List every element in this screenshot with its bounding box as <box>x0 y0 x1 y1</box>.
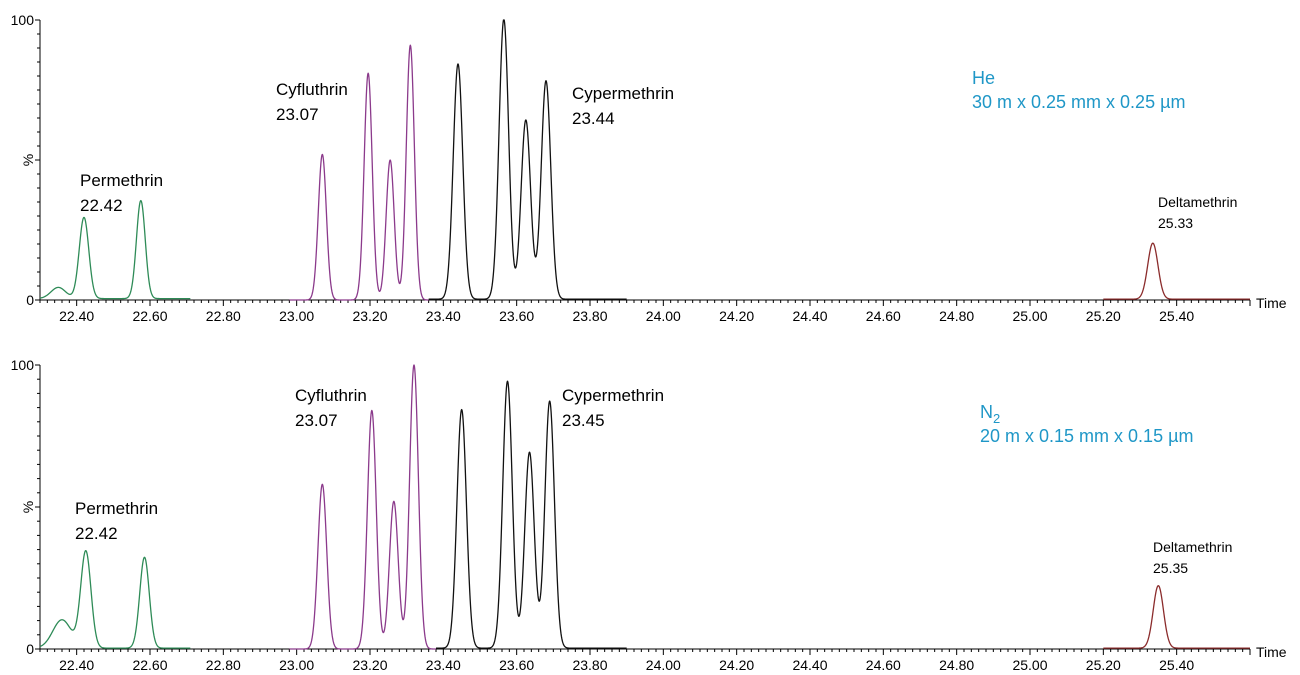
trace-cypermethrin <box>435 380 627 649</box>
x-tick-label: 25.00 <box>1012 657 1047 673</box>
x-tick-label: 24.00 <box>646 308 681 324</box>
x-axis-label: Time <box>1256 295 1287 311</box>
peak-rt-permethrin: 22.42 <box>80 196 123 215</box>
y-tick-label: 100 <box>11 12 35 28</box>
x-tick-label: 24.60 <box>866 657 901 673</box>
y-tick-label: 0 <box>26 292 34 308</box>
peak-label-deltamethrin: Deltamethrin <box>1153 539 1232 555</box>
chromatogram-panel-n2: 22.40 22.60 22.80 23.00 23.20 23.40 23.60 23.80… <box>11 357 1287 673</box>
peak-label-cyfluthrin: Cyfluthrin <box>276 80 348 99</box>
x-tick-label: 23.00 <box>279 308 314 324</box>
x-tick-label: 24.20 <box>719 308 754 324</box>
carrier-gas-subscript: 2 <box>993 411 1000 426</box>
x-tick-label: 23.40 <box>426 308 461 324</box>
peak-rt-cyfluthrin: 23.07 <box>276 105 319 124</box>
carrier-gas-name: N <box>980 402 993 422</box>
x-tick-label: 24.20 <box>719 657 754 673</box>
x-tick-label: 25.00 <box>1012 308 1047 324</box>
x-tick-label: 22.40 <box>59 308 94 324</box>
y-tick-label: 100 <box>11 357 35 373</box>
x-tick-label: 24.00 <box>646 657 681 673</box>
peak-label-deltamethrin: Deltamethrin <box>1158 194 1237 210</box>
peak-rt-cypermethrin: 23.44 <box>572 109 615 128</box>
x-tick-label: 24.40 <box>792 308 827 324</box>
trace-cyfluthrin <box>289 44 429 301</box>
x-tick-label: 23.20 <box>352 308 387 324</box>
carrier-gas-label: He <box>972 68 995 88</box>
carrier-gas-label: N2 <box>980 402 1000 426</box>
x-tick-label: 23.60 <box>499 657 534 673</box>
x-tick-label: 22.80 <box>206 657 241 673</box>
peak-rt-cyfluthrin: 23.07 <box>295 411 338 430</box>
x-tick-label: 23.00 <box>279 657 314 673</box>
peak-label-permethrin: Permethrin <box>75 499 158 518</box>
trace-permethrin <box>39 549 191 649</box>
peak-rt-deltamethrin: 25.33 <box>1158 215 1193 231</box>
column-dimensions-label: 20 m x 0.15 mm x 0.15 µm <box>980 426 1193 446</box>
carrier-gas-name: He <box>972 68 995 88</box>
peak-label-permethrin: Permethrin <box>80 171 163 190</box>
trace-deltamethrin <box>1103 242 1251 300</box>
trace-cypermethrin <box>428 19 627 300</box>
column-dimensions-label: 30 m x 0.25 mm x 0.25 µm <box>972 92 1185 112</box>
y-axis-label: % <box>20 501 36 513</box>
peak-rt-permethrin: 22.42 <box>75 524 118 543</box>
x-tick-label: 25.20 <box>1086 657 1121 673</box>
x-tick-label: 23.20 <box>352 657 387 673</box>
peak-rt-cypermethrin: 23.45 <box>562 411 605 430</box>
x-tick-label: 24.80 <box>939 308 974 324</box>
x-tick-label: 23.80 <box>572 657 607 673</box>
trace-cyfluthrin <box>289 364 437 650</box>
trace-deltamethrin <box>1103 585 1251 649</box>
y-tick-label: 0 <box>26 641 34 657</box>
x-tick-label: 23.40 <box>426 657 461 673</box>
x-tick-label: 25.40 <box>1159 308 1194 324</box>
peak-label-cypermethrin: Cypermethrin <box>562 386 664 405</box>
x-tick-label: 23.60 <box>499 308 534 324</box>
x-tick-label: 22.60 <box>132 308 167 324</box>
x-tick-label: 22.80 <box>206 308 241 324</box>
x-tick-label: 24.60 <box>866 308 901 324</box>
x-tick-label: 24.40 <box>792 657 827 673</box>
x-tick-label: 23.80 <box>572 308 607 324</box>
chromatogram-panel-he: 22.40 22.60 22.80 23.00 23.20 23.40 23.60 23.80… <box>11 12 1287 324</box>
x-axis-label: Time <box>1256 644 1287 660</box>
x-tick-label: 22.40 <box>59 657 94 673</box>
y-axis-label: % <box>20 154 36 166</box>
x-tick-label: 24.80 <box>939 657 974 673</box>
x-tick-label: 25.20 <box>1086 308 1121 324</box>
peak-label-cypermethrin: Cypermethrin <box>572 84 674 103</box>
peak-rt-deltamethrin: 25.35 <box>1153 560 1188 576</box>
x-tick-label: 22.60 <box>132 657 167 673</box>
peak-label-cyfluthrin: Cyfluthrin <box>295 386 367 405</box>
trace-permethrin <box>39 199 191 300</box>
x-tick-label: 25.40 <box>1159 657 1194 673</box>
